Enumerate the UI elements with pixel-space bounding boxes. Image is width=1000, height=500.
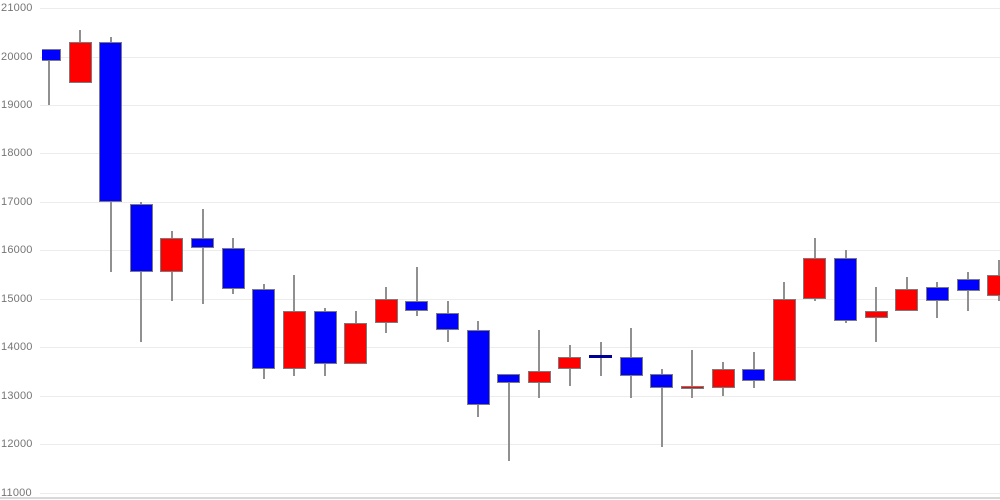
candle-wick [660,369,663,447]
candle-wick [48,49,51,105]
y-axis-label: 14000 [1,341,33,354]
candle-body-down [313,310,337,365]
candle-body-up [987,274,1000,297]
candle-wick [507,373,510,461]
candle-body-down [619,356,643,377]
candle-body-up [374,298,398,323]
gridline [40,395,1000,397]
gridline [40,298,1000,300]
candle-body-down [191,238,214,248]
candle-wick [691,349,694,398]
plot-area [42,0,1000,500]
candle-body-down [742,369,766,382]
gridline [40,201,1000,203]
candle-wick [538,330,541,398]
candle-body-down [650,373,674,389]
gridline [40,104,1000,106]
gridline [40,444,1000,446]
x-axis-baseline [0,497,1000,499]
candle-body-up [711,369,735,389]
candle-body-doji [589,355,613,359]
y-axis-label: 21000 [1,2,33,14]
candle-body-down [42,49,61,62]
candle-body-down [221,247,245,289]
gridline [40,347,1000,349]
candle-body-down [466,330,490,406]
gridline [40,8,1000,9]
candle-body-down [252,289,276,369]
candle-body-up [527,371,551,384]
candle-body-up [160,238,184,272]
candle-body-down [436,313,459,331]
candle-body-down [99,41,123,202]
candle-body-up [803,257,827,299]
gridline [40,492,1000,494]
candle-body-up [895,289,919,311]
candle-body-up [558,356,582,369]
candle-body-up [864,310,888,319]
candle-wick [415,267,418,316]
y-axis-label: 17000 [1,195,33,208]
candle-body-up [344,322,368,365]
candle-body-down [956,279,980,292]
candle-body-up [772,298,796,382]
y-axis-label: 15000 [1,292,33,305]
gridline [40,250,1000,252]
y-axis-label: 13000 [1,389,33,402]
y-axis-label: 20000 [1,50,33,63]
candle-wick [140,201,143,343]
candle-body-down [925,286,949,302]
y-axis-label: 19000 [1,98,33,111]
candle-body-down [405,301,429,311]
gridline [40,56,1000,58]
candle-body-up [680,385,704,389]
y-axis-label: 12000 [1,438,33,451]
gridline [40,153,1000,155]
candle-body-up [282,310,306,369]
y-axis-label: 11000 [1,486,32,499]
y-axis-label: 16000 [1,244,33,257]
y-axis-label: 18000 [1,147,33,160]
candle-body-down [497,373,521,384]
candle-body-down [129,204,153,272]
candle-body-down [834,257,857,321]
candle-wick [201,209,204,304]
candle-wick [599,342,602,377]
candle-wick [967,272,969,311]
candle-body-up [68,41,92,84]
